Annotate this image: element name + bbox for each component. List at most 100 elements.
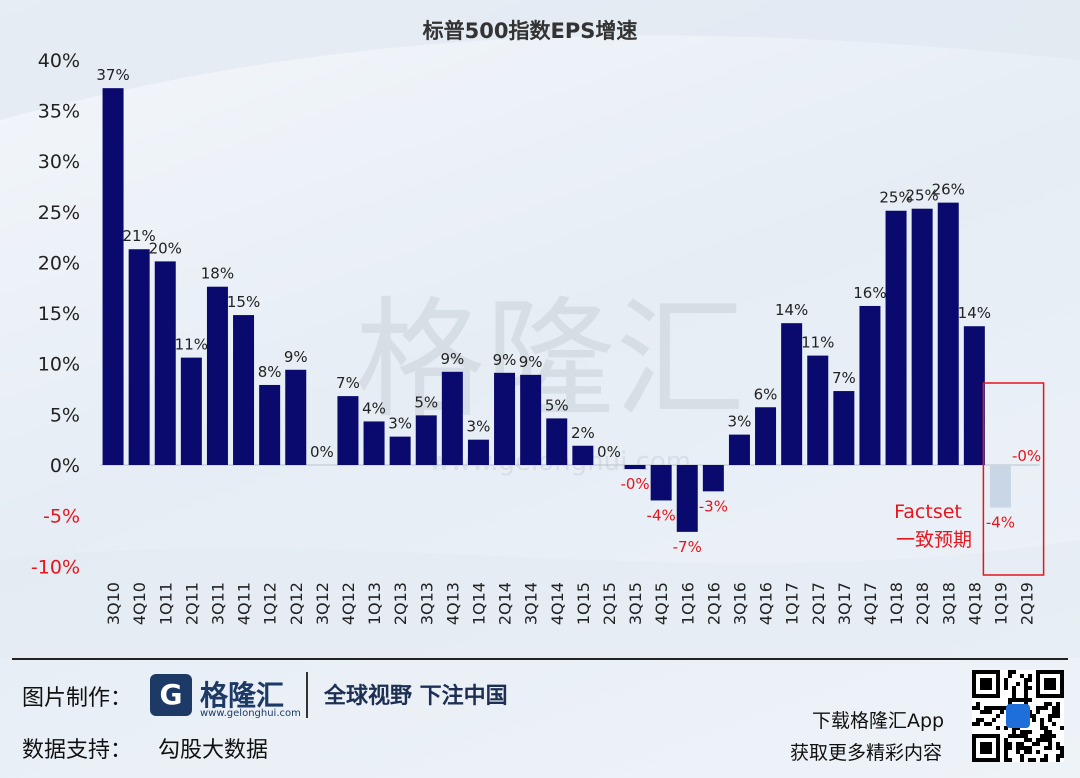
bar-3Q16 (728, 434, 750, 465)
bar-2Q17 (807, 355, 829, 465)
data-label: 9% (284, 348, 308, 366)
bar-1Q19 (989, 465, 1011, 508)
data-label: -0% (620, 475, 649, 493)
x-tick-label: 1Q12 (261, 582, 280, 625)
x-tick-label: 4Q14 (548, 582, 567, 625)
swoosh-bottom (0, 540, 1080, 658)
x-tick-label: 3Q10 (104, 582, 123, 625)
x-tick-label: 2Q13 (391, 582, 410, 625)
bar-3Q14 (520, 374, 542, 465)
bar-3Q11 (206, 286, 228, 465)
swoosh-top (0, 0, 1080, 120)
y-tick-label: 25% (38, 202, 80, 224)
data-label: -7% (673, 538, 702, 556)
annotation-line-1: Factset (894, 501, 962, 523)
data-labels: 37%21%20%11%18%15%8%9%0%7%4%3%5%9%3%9% 9%… (96, 66, 1041, 556)
estimate-highlight-box (982, 382, 1045, 576)
x-tick-label: 4Q16 (757, 582, 776, 625)
data-label: -3% (699, 497, 728, 515)
x-tick-label: 1Q14 (469, 582, 488, 625)
bar-3Q15 (624, 465, 646, 470)
x-tick-label: 3Q11 (208, 582, 227, 625)
x-tick-label: 1Q17 (783, 582, 802, 625)
data-support-label: 数据支持： (22, 738, 133, 763)
y-tick-label: 40% (38, 50, 80, 72)
data-label: -4% (647, 506, 676, 524)
x-tick-label: 1Q19 (991, 582, 1010, 625)
bar-1Q18 (885, 210, 907, 465)
data-label: 14% (958, 304, 991, 322)
footer: 图片制作： G 格隆汇 www.gelonghui.com 全球视野 下注中国 … (0, 658, 1080, 778)
data-label: 7% (336, 374, 360, 392)
x-tick-label: 1Q18 (887, 582, 906, 625)
y-tick-label: 5% (50, 404, 80, 426)
data-label: 5% (545, 396, 569, 414)
y-tick-label: 10% (38, 354, 80, 376)
x-tick-label: 2Q18 (913, 582, 932, 625)
x-tick-label: 3Q15 (626, 582, 645, 625)
y-tick-label: -5% (43, 506, 80, 528)
x-tick-label: 2Q14 (496, 582, 515, 625)
bar-3Q10 (102, 88, 124, 465)
made-by-label: 图片制作： (22, 686, 133, 711)
bar-1Q16 (676, 465, 698, 532)
bar-1Q15 (572, 445, 594, 465)
data-label: 3% (467, 418, 491, 436)
x-tick-label: 1Q16 (678, 582, 697, 625)
data-label: 2% (571, 424, 595, 442)
data-label: 4% (362, 399, 386, 417)
y-axis: -10% -5% 0% 5% 10% 15% 20% 25% 30% 35% 40% (31, 50, 1040, 578)
estimate-annotation: Factset 一致预期 (894, 382, 1045, 576)
eps-growth-chart: 标普500指数EPS增速 格隆汇 www.gelonghui.com -10%-… (0, 0, 1080, 658)
bar-1Q17 (781, 323, 803, 465)
x-tick-label: 4Q10 (130, 582, 149, 625)
bar-2Q12 (285, 369, 307, 465)
data-label: 21% (122, 227, 155, 245)
brand-name: 格隆汇 (200, 679, 285, 712)
y-tick-label: 20% (38, 252, 80, 274)
slogan: 全球视野 下注中国 (324, 684, 508, 709)
data-label: 20% (149, 239, 182, 257)
bar-1Q14 (467, 439, 489, 465)
data-label: 3% (388, 415, 412, 433)
bars (102, 88, 1038, 532)
logo-letter: G (159, 678, 183, 711)
y-tick-label: 0% (50, 455, 80, 477)
data-label: -0% (1012, 447, 1041, 465)
qr-code-icon[interactable] (972, 670, 1064, 762)
brand-url: www.gelonghui.com (200, 708, 301, 719)
x-tick-label: 4Q17 (861, 582, 880, 625)
data-label: 37% (96, 66, 129, 84)
bar-4Q17 (859, 305, 881, 465)
bar-4Q12 (337, 396, 359, 465)
data-label: 0% (597, 443, 621, 461)
data-label: 26% (932, 181, 965, 199)
x-tick-label: 3Q12 (313, 582, 332, 625)
bar-3Q13 (415, 415, 437, 465)
x-tick-label: 2Q17 (809, 582, 828, 625)
x-tick-label: 3Q16 (730, 582, 749, 625)
data-label: 18% (201, 265, 234, 283)
x-tick-label: 2Q11 (182, 582, 201, 625)
data-label: 8% (258, 363, 282, 381)
bar-2Q13 (389, 436, 411, 465)
x-tick-label: 3Q18 (939, 582, 958, 625)
data-label: 15% (227, 293, 260, 311)
watermark-text: 格隆汇 (355, 284, 745, 436)
data-label: -4% (986, 514, 1015, 532)
x-tick-label: 2Q12 (287, 582, 306, 625)
x-tick-label: 2Q16 (704, 582, 723, 625)
data-label: 14% (775, 301, 808, 319)
data-label: 7% (832, 369, 856, 387)
data-label: 16% (853, 284, 886, 302)
data-label: 3% (728, 413, 752, 431)
more-content-text: 获取更多精彩内容 (790, 742, 943, 764)
data-label: 9% (440, 350, 464, 368)
bar-2Q14 (494, 372, 516, 465)
y-tick-label: 35% (38, 100, 80, 122)
y-tick-label: 30% (38, 151, 80, 173)
download-app-text: 下载格隆汇App (812, 710, 945, 732)
bar-3Q17 (833, 391, 855, 465)
bar-2Q19 (1016, 465, 1038, 467)
